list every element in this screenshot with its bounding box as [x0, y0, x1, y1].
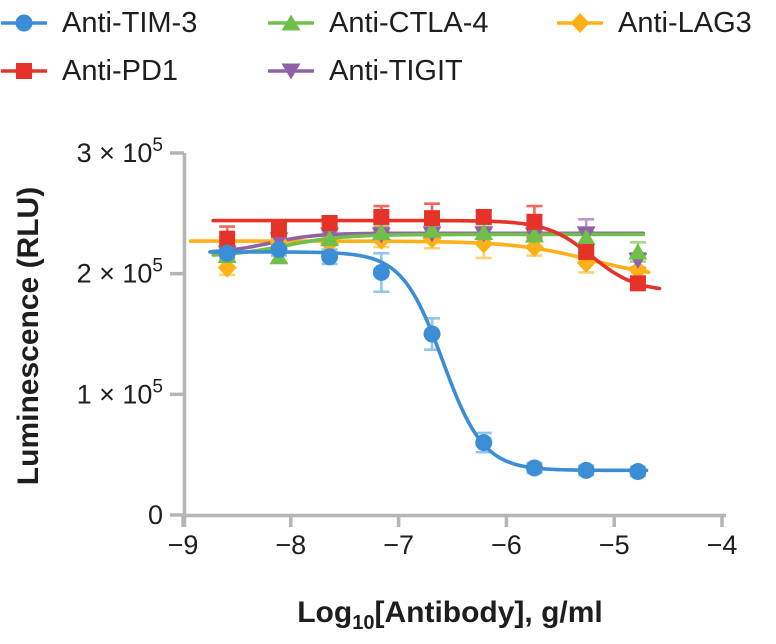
y-tick-label: 2 × 105: [77, 256, 163, 289]
anti-ctla-4-triangle-up-marker: [576, 228, 596, 245]
legend-item-anti-ctla-4: Anti-CTLA-4: [267, 6, 489, 40]
y-tick-label: 1 × 105: [77, 376, 163, 409]
y-axis-title: Luminescence (RLU): [12, 187, 45, 485]
axes: 0 1 × 105 2 × 105 3 × 105 −9 −8 −7 −6 −5 −4: [77, 135, 738, 560]
anti-pd1-legend-marker: [16, 63, 32, 79]
anti-pd1-square-marker: [578, 243, 595, 260]
y-tick-label: 0: [148, 500, 163, 530]
x-tick-label: −9: [168, 530, 199, 560]
legend-label: Anti-CTLA-4: [329, 7, 489, 39]
anti-lag3-legend-marker: [570, 13, 590, 33]
anti-lag3-fit-line: [188, 239, 651, 275]
anti-tim-3-circle-marker: [270, 241, 288, 259]
anti-tim-3-circle-marker: [321, 248, 339, 266]
x-tick-label: −6: [491, 530, 522, 560]
x-tick-label: −4: [707, 530, 738, 560]
anti-ctla-4-legend-marker: [281, 14, 301, 31]
anti-tim-3-legend-marker: [15, 14, 33, 32]
anti-tim-3-circle-marker: [372, 263, 390, 281]
diamond-legend-icon: [557, 13, 603, 33]
anti-ctla-4-triangle-up-marker: [320, 230, 340, 247]
legend-label: Anti-TIGIT: [329, 55, 463, 87]
legend-item-anti-tigit: Anti-TIGIT: [267, 54, 463, 88]
x-tick-label: −7: [383, 530, 414, 560]
anti-pd1-square-marker: [629, 275, 646, 292]
anti-pd1-square-marker: [270, 221, 287, 238]
legend: Anti-TIM-3 Anti-CTLA-4 Anti-LAG3 Anti-PD1 An…: [0, 0, 776, 100]
legend-item-anti-lag3: Anti-LAG3: [556, 6, 752, 40]
anti-pd1-square-marker: [526, 213, 543, 230]
anti-pd1-square-marker: [475, 208, 492, 225]
anti-pd1-square-marker: [321, 214, 338, 231]
x-tick-label: −5: [599, 530, 630, 560]
x-axis-title: Log10[Antibody], g/ml: [297, 596, 603, 634]
legend-item-anti-tim-3: Anti-TIM-3: [0, 6, 197, 40]
anti-tim-3-circle-marker: [423, 325, 441, 343]
y-tick-label: 3 × 105: [77, 135, 163, 168]
triangle-up-legend-icon: [268, 14, 314, 31]
legend-item-anti-pd1: Anti-PD1: [0, 54, 178, 88]
anti-tim-3-circle-marker: [218, 244, 236, 262]
anti-pd1-square-marker: [373, 208, 390, 225]
anti-ctla-4-triangle-up-marker: [524, 226, 544, 243]
triangle-down-legend-icon: [268, 63, 314, 80]
anti-ctla-4-triangle-up-marker: [422, 221, 442, 238]
anti-tim-3-circle-marker: [475, 434, 493, 452]
circle-legend-icon: [1, 14, 47, 32]
anti-tim-3-circle-marker: [525, 459, 543, 477]
anti-ctla-4-triangle-up-marker: [371, 224, 391, 241]
legend-label: Anti-PD1: [62, 55, 179, 87]
anti-tigit-legend-marker: [281, 63, 301, 80]
square-legend-icon: [1, 63, 47, 79]
legend-label: Anti-LAG3: [618, 7, 752, 39]
anti-pd1-square-marker: [424, 210, 441, 227]
anti-pd1-square-marker: [219, 230, 236, 247]
legend-label: Anti-TIM-3: [62, 7, 198, 39]
anti-lag3-diamond-marker: [628, 260, 648, 281]
anti-tim-3-circle-marker: [577, 461, 595, 479]
anti-ctla-4-triangle-up-marker: [474, 224, 494, 241]
x-tick-label: −8: [275, 530, 306, 560]
anti-tim-3-circle-marker: [629, 463, 647, 481]
anti-tim-3-fit-line: [208, 250, 649, 473]
data-points: [217, 208, 648, 481]
anti-ctla-4-triangle-up-marker: [628, 243, 648, 260]
